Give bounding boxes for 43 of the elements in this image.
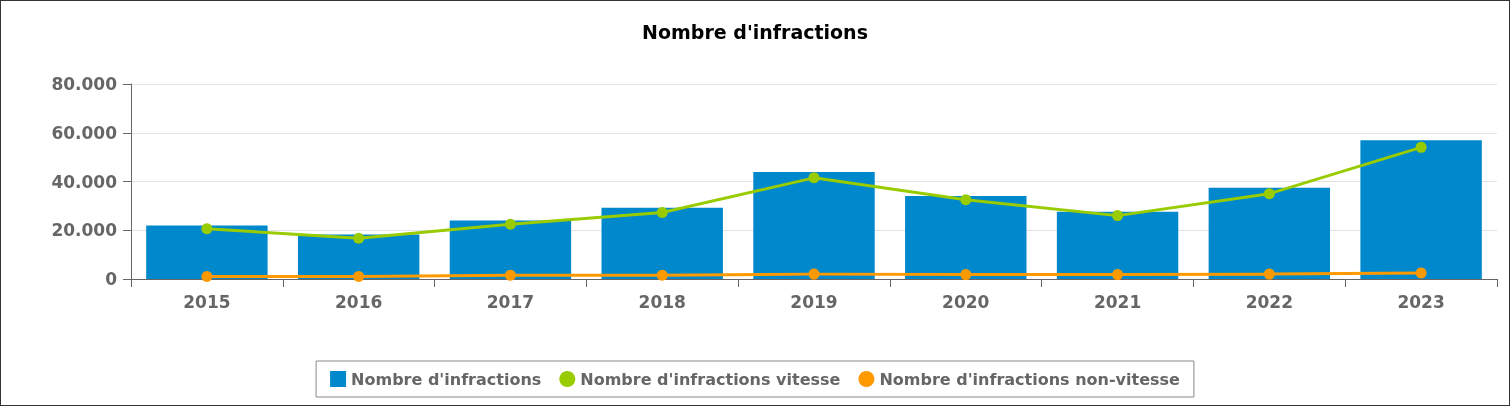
bar (1360, 140, 1482, 279)
legend-label: Nombre d'infractions vitesse (580, 369, 841, 389)
x-tick-label: 2019 (790, 291, 838, 312)
y-tick-label: 40.000 (51, 171, 118, 192)
bar (753, 171, 875, 279)
bar (601, 207, 723, 279)
x-tick-label: 2020 (942, 291, 990, 312)
point (201, 223, 213, 235)
chart-title: Nombre d'infractions (642, 20, 868, 43)
x-tick-label: 2017 (486, 291, 535, 312)
point (1415, 141, 1427, 153)
point (960, 194, 972, 206)
point (808, 268, 820, 280)
x-tick-label: 2021 (1093, 291, 1142, 312)
y-tick-label: 60.000 (51, 122, 118, 143)
y-tick-label: 0 (105, 269, 118, 289)
x-tick-label: 2016 (335, 291, 383, 312)
legend-label: Nombre d'infractions (351, 369, 542, 389)
x-tick-label: 2018 (638, 291, 686, 312)
x-tick-label: 2022 (1245, 291, 1293, 312)
point (353, 232, 365, 244)
point (1112, 210, 1124, 222)
x-tick-label: 2015 (183, 291, 231, 312)
point (1415, 267, 1427, 279)
point (1263, 188, 1275, 200)
point (656, 269, 668, 281)
y-tick-label: 20.000 (51, 220, 118, 241)
point (1263, 268, 1275, 280)
bar (1208, 187, 1331, 279)
bar (905, 195, 1027, 279)
legend-label: Nombre d'infractions non-vitesse (879, 369, 1181, 389)
point (201, 271, 213, 283)
point (353, 271, 365, 283)
point (808, 172, 820, 184)
point (656, 206, 668, 218)
point (504, 218, 516, 230)
bar (146, 225, 268, 279)
x-tick-label: 2023 (1397, 291, 1445, 312)
point (960, 269, 972, 281)
bar (1056, 211, 1179, 279)
y-tick-label: 80.000 (51, 74, 118, 94)
point (1112, 269, 1124, 281)
point (504, 269, 516, 281)
